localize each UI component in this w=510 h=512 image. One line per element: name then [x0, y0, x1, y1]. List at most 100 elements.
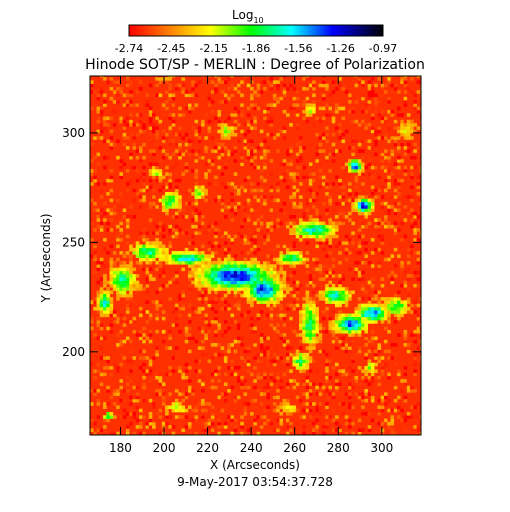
heatmap-cell — [269, 119, 274, 124]
heatmap-cell — [259, 224, 264, 229]
heatmap-cell — [325, 86, 329, 91]
heatmap-cell — [210, 159, 215, 163]
heatmap-cell — [410, 129, 414, 134]
heatmap-cell — [406, 123, 411, 127]
heatmap-cell — [106, 251, 110, 255]
heatmap-cell — [295, 159, 300, 163]
heatmap-cell — [272, 362, 277, 367]
heatmap-cell — [266, 362, 270, 367]
heatmap-cell — [99, 306, 104, 311]
heatmap-cell — [168, 201, 172, 206]
heatmap-cell — [246, 113, 251, 117]
heatmap-cell — [90, 306, 94, 311]
heatmap-cell — [250, 146, 254, 150]
heatmap-cell — [246, 175, 251, 180]
heatmap-cell — [194, 132, 199, 137]
heatmap-cell — [168, 139, 172, 144]
heatmap-cell — [187, 251, 192, 255]
heatmap-cell — [135, 392, 140, 396]
heatmap-cell — [331, 297, 336, 301]
heatmap-cell — [187, 313, 192, 318]
heatmap-cell — [217, 228, 221, 232]
heatmap-cell — [217, 129, 221, 134]
heatmap-cell — [125, 218, 130, 222]
heatmap-cell — [341, 218, 346, 222]
heatmap-cell — [305, 320, 310, 324]
heatmap-cell — [325, 405, 329, 410]
heatmap-cell — [305, 310, 310, 314]
heatmap-cell — [334, 106, 339, 111]
heatmap-cell — [263, 408, 267, 413]
heatmap-cell — [158, 77, 163, 81]
heatmap-cell — [279, 264, 284, 268]
heatmap-cell — [109, 146, 114, 150]
heatmap-cell — [312, 320, 316, 324]
heatmap-cell — [122, 277, 127, 281]
heatmap-cell — [390, 431, 395, 435]
heatmap-cell — [116, 270, 120, 275]
heatmap-cell — [266, 290, 270, 295]
heatmap-cell — [272, 402, 277, 406]
heatmap-cell — [158, 431, 163, 435]
heatmap-cell — [351, 165, 355, 170]
heatmap-cell — [328, 359, 333, 364]
heatmap-cell — [125, 83, 130, 88]
heatmap-cell — [129, 287, 133, 291]
heatmap-cell — [214, 198, 218, 203]
heatmap-cell — [119, 329, 123, 334]
heatmap-cell — [240, 251, 244, 255]
heatmap-cell — [139, 244, 143, 249]
heatmap-cell — [308, 323, 313, 327]
heatmap-cell — [145, 369, 150, 373]
heatmap-cell — [109, 329, 114, 334]
heatmap-cell — [223, 80, 228, 84]
heatmap-cell — [96, 93, 101, 98]
heatmap-cell — [152, 195, 156, 199]
heatmap-cell — [334, 244, 339, 249]
heatmap-cell — [103, 274, 107, 278]
heatmap-cell — [282, 372, 287, 377]
heatmap-cell — [328, 352, 333, 357]
heatmap-cell — [96, 323, 101, 327]
heatmap-cell — [419, 201, 421, 206]
heatmap-cell — [90, 136, 94, 140]
heatmap-cell — [174, 356, 179, 360]
heatmap-cell — [361, 208, 365, 213]
heatmap-cell — [184, 149, 189, 153]
heatmap-cell — [289, 421, 293, 426]
heatmap-cell — [135, 247, 140, 252]
heatmap-cell — [276, 405, 280, 410]
heatmap-cell — [103, 139, 107, 144]
heatmap-cell — [230, 198, 235, 203]
heatmap-cell — [210, 136, 215, 140]
heatmap-cell — [250, 412, 254, 416]
heatmap-cell — [387, 297, 391, 301]
heatmap-cell — [125, 267, 130, 272]
heatmap-cell — [354, 205, 359, 209]
heatmap-cell — [302, 297, 306, 301]
heatmap-cell — [370, 339, 375, 344]
heatmap-cell — [263, 116, 267, 121]
heatmap-cell — [236, 283, 241, 288]
heatmap-cell — [197, 297, 202, 301]
heatmap-cell — [403, 90, 408, 94]
heatmap-cell — [236, 280, 241, 285]
heatmap-cell — [276, 356, 280, 360]
heatmap-cell — [214, 175, 218, 180]
heatmap-cell — [220, 280, 225, 285]
heatmap-cell — [351, 221, 355, 226]
heatmap-cell — [129, 402, 133, 406]
heatmap-cell — [338, 211, 342, 216]
heatmap-cell — [250, 247, 254, 252]
heatmap-cell — [374, 96, 378, 101]
heatmap-cell — [181, 398, 186, 403]
heatmap-cell — [334, 385, 339, 390]
heatmap-cell — [152, 172, 156, 176]
heatmap-cell — [161, 402, 166, 406]
heatmap-cell — [348, 405, 352, 410]
heatmap-cell — [416, 306, 421, 311]
heatmap-cell — [90, 254, 94, 258]
heatmap-cell — [416, 198, 421, 203]
heatmap-cell — [181, 231, 186, 235]
heatmap-cell — [377, 228, 382, 232]
